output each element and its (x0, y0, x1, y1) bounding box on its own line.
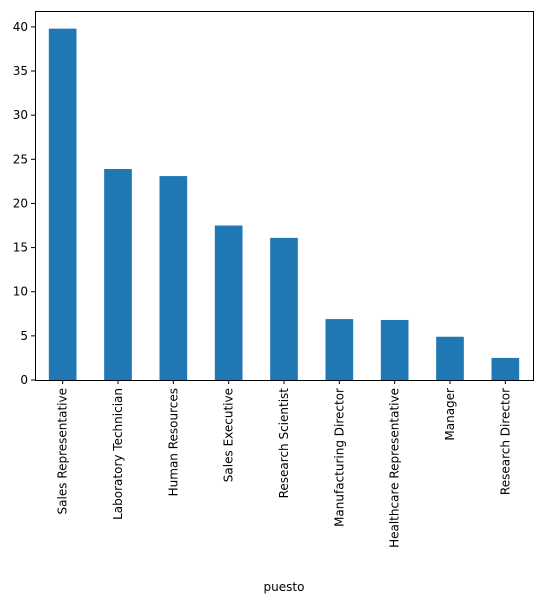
x-axis: Sales Representative Laboratory Technicia… (56, 380, 512, 548)
y-tick-label: 30 (13, 108, 28, 122)
x-tick-label: Sales Executive (222, 388, 236, 482)
x-tick-label: Research Scientist (277, 388, 291, 499)
bar-7 (436, 336, 464, 380)
y-tick-label: 40 (13, 20, 28, 34)
bar-1 (104, 169, 132, 380)
x-tick-label: Manager (443, 388, 457, 441)
x-axis-label: puesto (264, 580, 305, 594)
y-tick-label: 10 (13, 285, 28, 299)
x-tick-label: Manufacturing Director (332, 388, 346, 527)
bar-2 (159, 176, 188, 380)
bar-6 (380, 319, 409, 380)
bar-5 (325, 319, 354, 380)
bars-group (48, 28, 520, 380)
y-tick-label: 20 (13, 196, 28, 210)
x-tick-label: Research Director (498, 388, 512, 495)
bar-3 (214, 225, 243, 380)
x-tick-label: Healthcare Representative (388, 388, 402, 548)
bar-8 (491, 357, 520, 380)
y-tick-label: 15 (13, 241, 28, 255)
y-tick-label: 0 (20, 373, 28, 387)
y-tick-label: 5 (20, 329, 28, 343)
x-tick-label: Laboratory Technician (111, 388, 125, 520)
bar-4 (270, 237, 298, 380)
y-tick-label: 35 (13, 64, 28, 78)
x-tick-label: Sales Representative (56, 388, 70, 514)
x-tick-label: Human Resources (166, 388, 180, 496)
y-axis: 0 5 10 15 20 25 30 35 40 (13, 20, 35, 387)
y-tick-label: 25 (13, 152, 28, 166)
plot-frame (35, 11, 534, 381)
bar-0 (48, 28, 77, 380)
